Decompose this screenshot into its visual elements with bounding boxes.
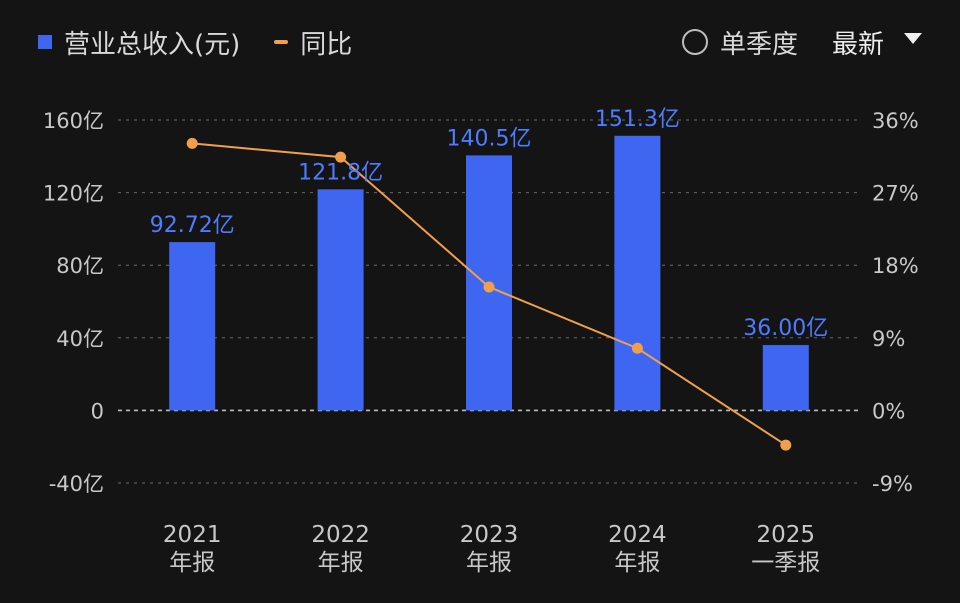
chart-controls: 单季度 最新 [681, 22, 922, 62]
left-axis-tick-label: -40亿 [49, 472, 104, 496]
left-axis-tick-label: 160亿 [43, 109, 104, 133]
x-axis-period-label: 年报 [466, 550, 512, 576]
chart-legend: 营业总收入(元) 同比 [38, 22, 386, 62]
x-axis-period-label: 年报 [318, 550, 364, 576]
x-axis-period-label: 年报 [614, 550, 660, 576]
left-axis-tick-label: 80亿 [56, 254, 104, 278]
right-axis-tick-label: 27% [872, 182, 919, 206]
revenue-bar[interactable] [317, 189, 364, 411]
legend-item-yoy[interactable]: 同比 [274, 24, 352, 61]
bar-data-label: 121.8亿 [298, 160, 383, 185]
quarter-toggle-label: 单季度 [719, 29, 798, 60]
legend-label-yoy: 同比 [300, 29, 353, 60]
x-axis-period-label: 年报 [169, 550, 215, 576]
period-select-label: 最新 [831, 29, 884, 60]
right-axis-tick-label: 9% [872, 327, 905, 351]
caret-down-icon[interactable] [904, 32, 922, 44]
legend-label-revenue: 营业总收入(元) [64, 29, 241, 60]
x-axis-year-label: 2021 [163, 522, 222, 548]
x-axis-year-label: 2024 [608, 522, 667, 548]
yoy-line-layer [186, 137, 792, 451]
revenue-bar[interactable] [614, 135, 661, 411]
revenue-bar[interactable] [169, 242, 216, 411]
x-axis-year-label: 2023 [460, 522, 519, 548]
quarter-toggle[interactable]: 单季度 [681, 24, 798, 61]
legend-item-revenue[interactable]: 营业总收入(元) [38, 24, 240, 61]
left-axis-tick-label: 40亿 [56, 327, 104, 351]
yoy-swatch [274, 40, 289, 44]
left-axis-tick-label: 120亿 [43, 182, 104, 206]
revenue-bar[interactable] [762, 345, 809, 411]
revenue-swatch [38, 35, 52, 49]
bar-data-label: 151.3亿 [595, 107, 680, 132]
right-axis-tick-label: -9% [872, 472, 913, 496]
left-axis-tick-label: 0 [91, 399, 104, 423]
x-axis-year-label: 2025 [757, 522, 816, 548]
x-axis-year-label: 2022 [311, 522, 370, 548]
yoy-point[interactable] [186, 137, 198, 149]
yoy-point[interactable] [483, 281, 495, 293]
right-axis-tick-label: 36% [872, 109, 919, 133]
radio-circle-icon[interactable] [681, 29, 708, 55]
yoy-point[interactable] [780, 439, 792, 451]
right-axis-tick-label: 18% [872, 254, 919, 278]
x-axis-period-label: 一季报 [751, 550, 820, 576]
bar-data-label: 36.00亿 [743, 316, 828, 341]
period-select[interactable]: 最新 [832, 24, 922, 61]
bar-layer [169, 135, 809, 411]
yoy-point[interactable] [631, 342, 643, 354]
right-axis-tick-label: 0% [872, 399, 905, 423]
bar-data-label: 92.72亿 [150, 213, 235, 238]
bar-data-label: 140.5亿 [447, 126, 532, 151]
yoy-point[interactable] [335, 151, 347, 163]
label-layer: -40亿 0 40亿 80亿 120亿 160亿 -9% 0% 9% 18% 27% 36% 92.72… [43, 107, 919, 576]
